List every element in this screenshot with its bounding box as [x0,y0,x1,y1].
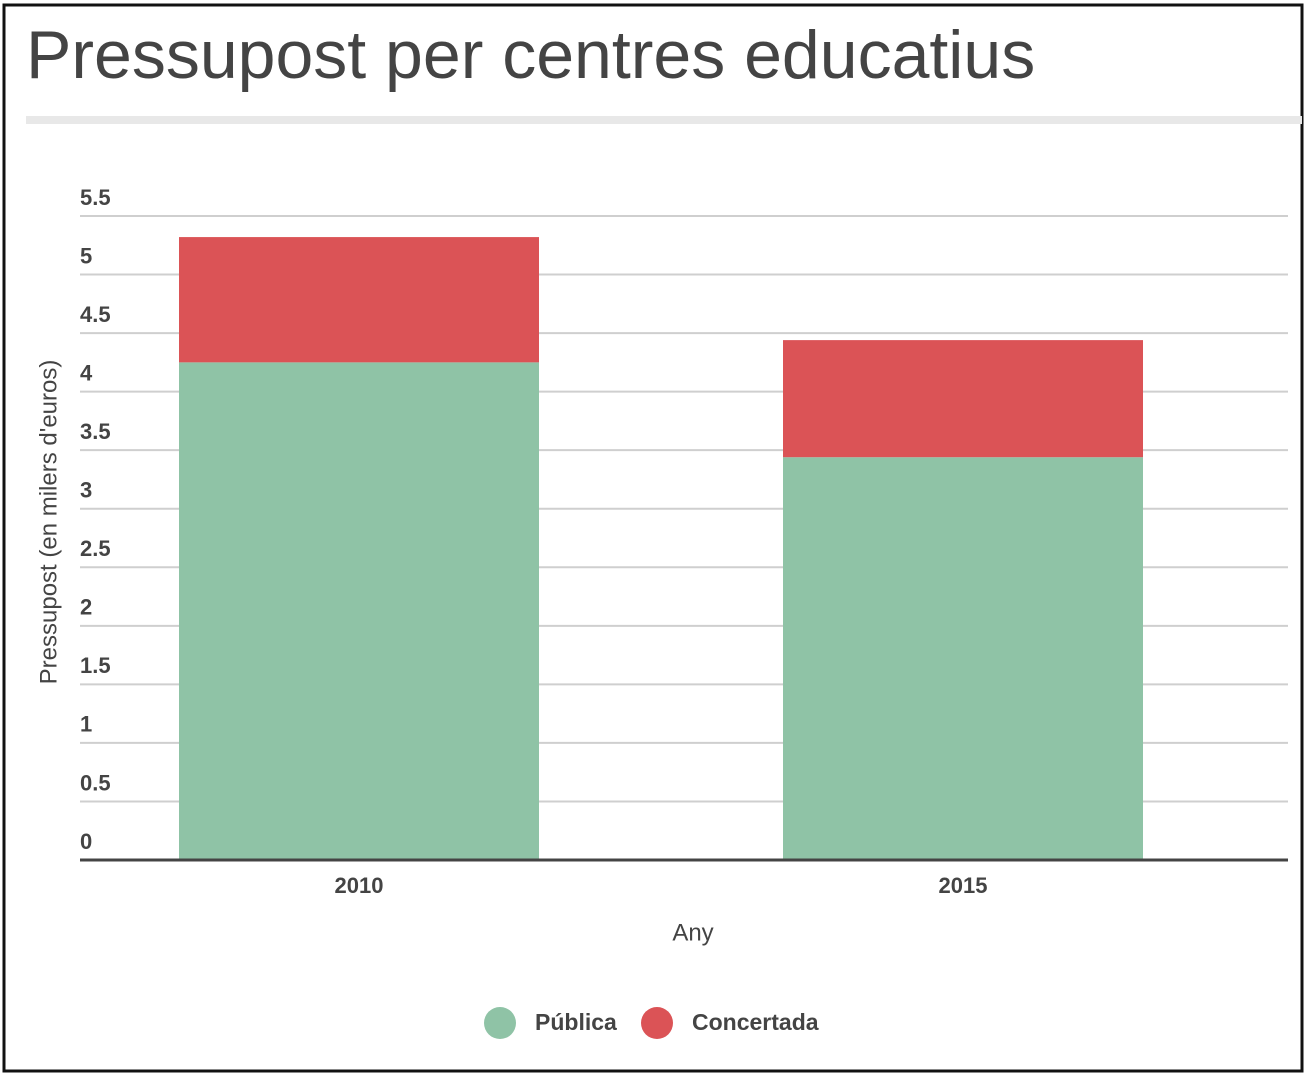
x-axis-label: Any [672,919,713,946]
y-tick-label: 0.5 [80,770,111,795]
legend-label: Pública [535,1009,617,1035]
bar-segment [179,362,539,860]
bar-segment [179,237,539,363]
y-tick-label: 2 [80,595,92,620]
legend-swatch [641,1007,673,1039]
chart-title: Pressupost per centres educatius [26,17,1035,93]
y-tick-label: 2.5 [80,536,111,561]
y-axis-label: Pressupost (en milers d'euros) [35,360,62,685]
y-tick-label: 5 [80,243,92,268]
x-tick-label: 2015 [939,873,988,898]
y-tick-label: 1 [80,712,92,737]
y-tick-label: 0 [80,829,92,854]
bar-segment [783,340,1143,458]
legend-label: Concertada [692,1009,819,1035]
y-tick-label: 4.5 [80,302,111,327]
bar-segment [783,457,1143,860]
x-tick-label: 2010 [335,873,384,898]
title-rule [26,116,1302,124]
y-tick-label: 4 [80,360,93,385]
legend-swatch [484,1007,516,1039]
y-tick-label: 3 [80,478,92,503]
y-tick-label: 3.5 [80,419,111,444]
y-tick-label: 5.5 [80,185,111,210]
y-tick-label: 1.5 [80,653,111,678]
